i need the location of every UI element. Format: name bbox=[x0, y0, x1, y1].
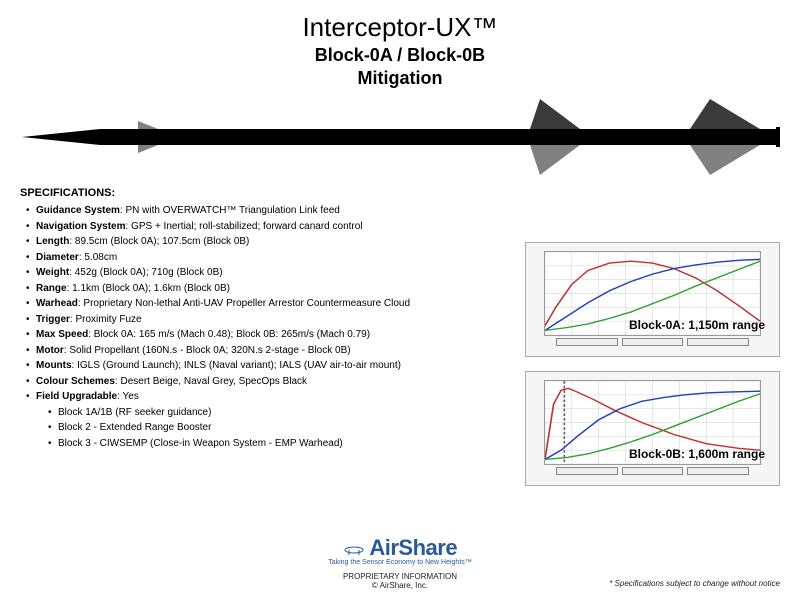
spec-item: Guidance System: PN with OVERWATCH™ Tria… bbox=[26, 203, 515, 219]
spec-value: : 89.5cm (Block 0A); 107.5cm (Block 0B) bbox=[69, 236, 249, 247]
spec-value: : Solid Propellant (160N.s - Block 0A; 3… bbox=[64, 345, 351, 356]
specs-heading: SPECIFICATIONS: bbox=[20, 187, 515, 199]
spec-item: Colour Schemes: Desert Beige, Naval Grey… bbox=[26, 374, 515, 390]
spec-label: Diameter bbox=[36, 252, 79, 263]
chart-b-legend bbox=[556, 467, 749, 475]
spec-item: Trigger: Proximity Fuze bbox=[26, 312, 515, 328]
spec-item: Range: 1.1km (Block 0A); 1.6km (Block 0B… bbox=[26, 281, 515, 297]
chart-a-legend bbox=[556, 338, 749, 346]
product-subtitle-2: Mitigation bbox=[0, 68, 800, 89]
spec-item: Field Upgradable: Yes bbox=[26, 389, 515, 405]
spec-label: Mounts bbox=[36, 360, 72, 371]
spec-label: Field Upgradable bbox=[36, 391, 117, 402]
spec-label: Max Speed bbox=[36, 329, 88, 340]
upgrade-item: Block 2 - Extended Range Booster bbox=[48, 420, 515, 436]
spec-label: Navigation System bbox=[36, 221, 125, 232]
spec-item: Max Speed: Block 0A: 165 m/s (Mach 0.48)… bbox=[26, 327, 515, 343]
spec-label: Weight bbox=[36, 267, 69, 278]
spec-label: Range bbox=[36, 283, 67, 294]
spec-item: Motor: Solid Propellant (160N.s - Block … bbox=[26, 343, 515, 359]
brand-logo: AirShare bbox=[369, 535, 457, 560]
spec-value: : PN with OVERWATCH™ Triangulation Link … bbox=[120, 205, 340, 216]
chart-block-0b: Block-0B: 1,600m range bbox=[525, 371, 780, 486]
spec-item: Length: 89.5cm (Block 0A); 107.5cm (Bloc… bbox=[26, 234, 515, 250]
spec-value: : GPS + Inertial; roll-stabilized; forwa… bbox=[125, 221, 362, 232]
upgrade-item: Block 3 - CIWSEMP (Close-in Weapon Syste… bbox=[48, 436, 515, 452]
spec-item: Warhead: Proprietary Non-lethal Anti-UAV… bbox=[26, 296, 515, 312]
missile-illustration bbox=[20, 97, 780, 177]
spec-value: : Proximity Fuze bbox=[70, 314, 142, 325]
spec-value: : Yes bbox=[117, 391, 139, 402]
spec-value: : IGLS (Ground Launch); INLS (Naval vari… bbox=[72, 360, 401, 371]
specifications-column: SPECIFICATIONS: Guidance System: PN with… bbox=[20, 187, 525, 500]
spec-item: Navigation System: GPS + Inertial; roll-… bbox=[26, 219, 515, 235]
spec-item: Weight: 452g (Block 0A); 710g (Block 0B) bbox=[26, 265, 515, 281]
header: Interceptor-UX™ Block-0A / Block-0B Miti… bbox=[0, 0, 800, 89]
spec-label: Length bbox=[36, 236, 69, 247]
content-row: SPECIFICATIONS: Guidance System: PN with… bbox=[0, 187, 800, 500]
chart-a-caption: Block-0A: 1,150m range bbox=[629, 318, 765, 332]
spec-value: : 5.08cm bbox=[79, 252, 117, 263]
upgrade-item: Block 1A/1B (RF seeker guidance) bbox=[48, 405, 515, 421]
spec-value: : Desert Beige, Naval Grey, SpecOps Blac… bbox=[115, 376, 307, 387]
spec-value: : Proprietary Non-lethal Anti-UAV Propel… bbox=[78, 298, 410, 309]
product-subtitle-1: Block-0A / Block-0B bbox=[0, 45, 800, 66]
spec-label: Trigger bbox=[36, 314, 70, 325]
spec-list: Guidance System: PN with OVERWATCH™ Tria… bbox=[20, 203, 515, 451]
chart-b-caption: Block-0B: 1,600m range bbox=[629, 447, 765, 461]
spec-item: Mounts: IGLS (Ground Launch); INLS (Nava… bbox=[26, 358, 515, 374]
upgrade-list: Block 1A/1B (RF seeker guidance)Block 2 … bbox=[26, 405, 515, 452]
spec-label: Warhead bbox=[36, 298, 78, 309]
spec-label: Colour Schemes bbox=[36, 376, 115, 387]
spec-label: Guidance System bbox=[36, 205, 120, 216]
spec-value: : 1.1km (Block 0A); 1.6km (Block 0B) bbox=[67, 283, 230, 294]
spec-item: Diameter: 5.08cm bbox=[26, 250, 515, 266]
chart-block-0a: Block-0A: 1,150m range bbox=[525, 242, 780, 357]
product-title: Interceptor-UX™ bbox=[0, 12, 800, 43]
brand-tagline: Taking the Sensor Economy to New Heights… bbox=[0, 559, 800, 566]
charts-column: Block-0A: 1,150m range Block-0B: 1,600m … bbox=[525, 187, 780, 500]
spec-value: : 452g (Block 0A); 710g (Block 0B) bbox=[69, 267, 222, 278]
disclaimer-text: * Specifications subject to change witho… bbox=[609, 579, 780, 588]
spec-value: : Block 0A: 165 m/s (Mach 0.48); Block 0… bbox=[88, 329, 370, 340]
spec-label: Motor bbox=[36, 345, 64, 356]
